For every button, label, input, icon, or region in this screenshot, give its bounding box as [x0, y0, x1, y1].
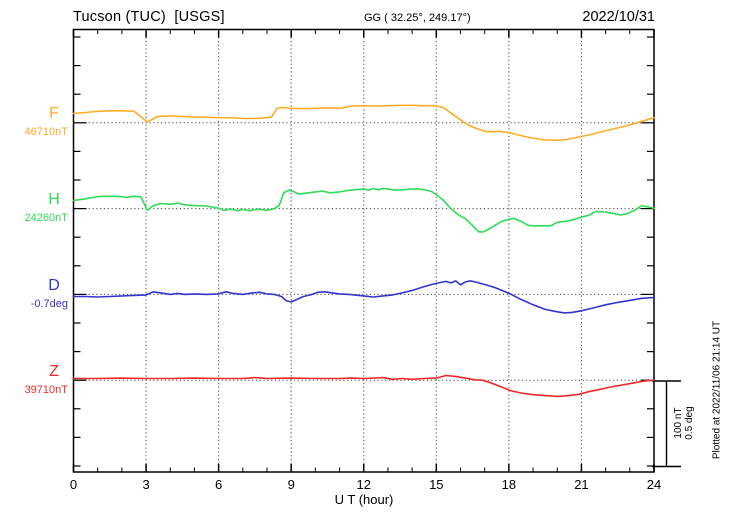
trace-label-Z: Z: [49, 363, 59, 380]
x-tick-label-6: 6: [215, 477, 223, 492]
station-title: Tucson (TUC) [USGS]: [73, 9, 225, 25]
baseline-value-H: 24260nT: [24, 212, 68, 224]
scalebar-deg-label: 0.5 deg: [684, 406, 695, 440]
trace-label-D: D: [48, 277, 60, 294]
x-tick-label-18: 18: [501, 477, 517, 492]
x-tick-label-0: 0: [69, 477, 78, 492]
trace-D: [72, 280, 655, 314]
baseline-value-D: -0.7deg: [30, 298, 68, 310]
baseline-value-Z: 39710nT: [24, 384, 68, 396]
x-tick-label-9: 9: [287, 477, 295, 492]
x-axis-title: U T (hour): [334, 492, 394, 507]
x-tick-label-21: 21: [574, 477, 589, 492]
trace-label-F: F: [49, 105, 59, 122]
scalebar-label: 100 nT 0.5 deg: [673, 406, 695, 439]
trace-H: [72, 187, 655, 233]
plotted-timestamp-note: Plotted at 2022/11/06 21:14 UT: [711, 320, 723, 460]
x-tick-label-24: 24: [646, 477, 662, 492]
x-tick-label-15: 15: [429, 477, 444, 492]
x-tick-label-12: 12: [356, 477, 371, 492]
trace-Z: [72, 374, 655, 398]
scalebar-nt-label: 100 nT: [673, 407, 684, 439]
plot-date: 2022/10/31: [582, 9, 655, 25]
trace-F: [72, 104, 655, 142]
x-tick-label-3: 3: [142, 477, 150, 492]
geographic-coords: GG ( 32.25°, 249.17°): [364, 12, 471, 24]
baseline-value-F: 46710nT: [24, 126, 68, 138]
trace-label-H: H: [48, 191, 60, 208]
